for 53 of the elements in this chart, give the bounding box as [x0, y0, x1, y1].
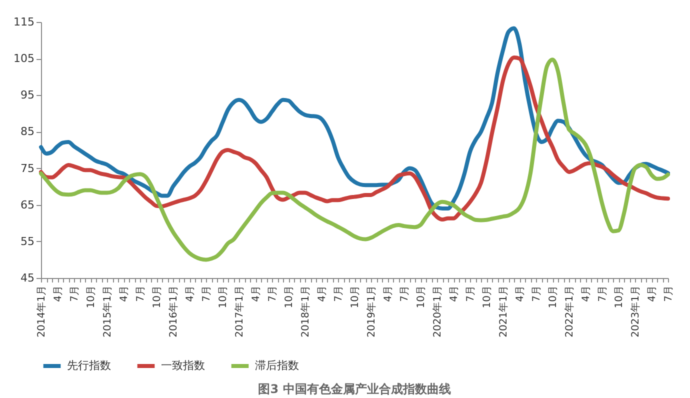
x-tick-label: 10月 [86, 286, 97, 308]
x-tick-label: 7月 [70, 286, 80, 302]
y-tick-label: 85 [20, 125, 34, 138]
x-tick-label: 7月 [466, 286, 476, 302]
x-tick-label: 4月 [119, 286, 130, 302]
x-tick-label: 10月 [350, 286, 361, 308]
x-tick-label: 10月 [152, 286, 163, 308]
y-tick-label: 75 [20, 162, 34, 175]
x-tick-label: 4月 [647, 286, 658, 302]
line-series [39, 58, 670, 262]
y-tick-label: 95 [20, 88, 34, 102]
y-tick-label: 55 [20, 234, 34, 248]
x-tick-label: 4月 [581, 286, 592, 302]
x-tick-label: 4月 [449, 286, 460, 302]
x-tick-label: 10月 [482, 286, 493, 308]
x-tick-label: 4月 [383, 286, 394, 302]
x-tick-label: 2015年1月 [102, 286, 114, 338]
x-tick-label: 7月 [136, 286, 146, 302]
x-tick-label: 2018年1月 [300, 286, 312, 338]
x-tick-label: 4月 [515, 286, 526, 302]
x-tick-label: 7月 [334, 286, 344, 302]
legend-label: 滞后指数 [255, 359, 299, 372]
x-tick-label: 4月 [53, 286, 64, 302]
legend-label: 先行指数 [67, 359, 111, 372]
legend-label: 一致指数 [161, 359, 205, 372]
x-tick-label: 2016年1月 [168, 286, 180, 338]
x-tick-label: 7月 [532, 286, 542, 302]
y-tick-label: 65 [20, 198, 34, 212]
x-tick-label: 7月 [400, 286, 410, 302]
x-tick-label: 2022年1月 [564, 286, 576, 338]
y-tick-label: 115 [14, 16, 34, 28]
x-tick-label: 10月 [284, 286, 295, 308]
line-series [39, 55, 670, 222]
y-tick-label: 105 [14, 52, 34, 66]
x-tick-label: 2019年1月 [366, 286, 378, 338]
x-tick-label: 7月 [202, 286, 212, 302]
x-tick-label: 10月 [614, 286, 625, 308]
x-tick-label: 4月 [251, 286, 262, 302]
x-tick-label: 7月 [664, 286, 674, 302]
x-tick-label: 10月 [548, 286, 559, 308]
x-tick-label: 2021年1月 [498, 286, 510, 338]
x-tick-label: 10月 [218, 286, 229, 308]
x-tick-label: 4月 [317, 286, 328, 302]
x-tick-label: 10月 [416, 286, 427, 308]
x-tick-label: 4月 [185, 286, 196, 302]
x-tick-label: 2020年1月 [432, 286, 444, 338]
x-tick-label: 2023年1月 [630, 286, 642, 338]
text: 图3 中国有色金属产业合成指数曲线 [258, 382, 451, 396]
x-tick-label: 2017年1月 [234, 286, 246, 338]
x-tick-label: 7月 [598, 286, 608, 302]
x-tick-label: 7月 [268, 286, 278, 302]
y-tick-label: 45 [20, 272, 34, 284]
x-tick-label: 2014年1月 [36, 286, 48, 338]
